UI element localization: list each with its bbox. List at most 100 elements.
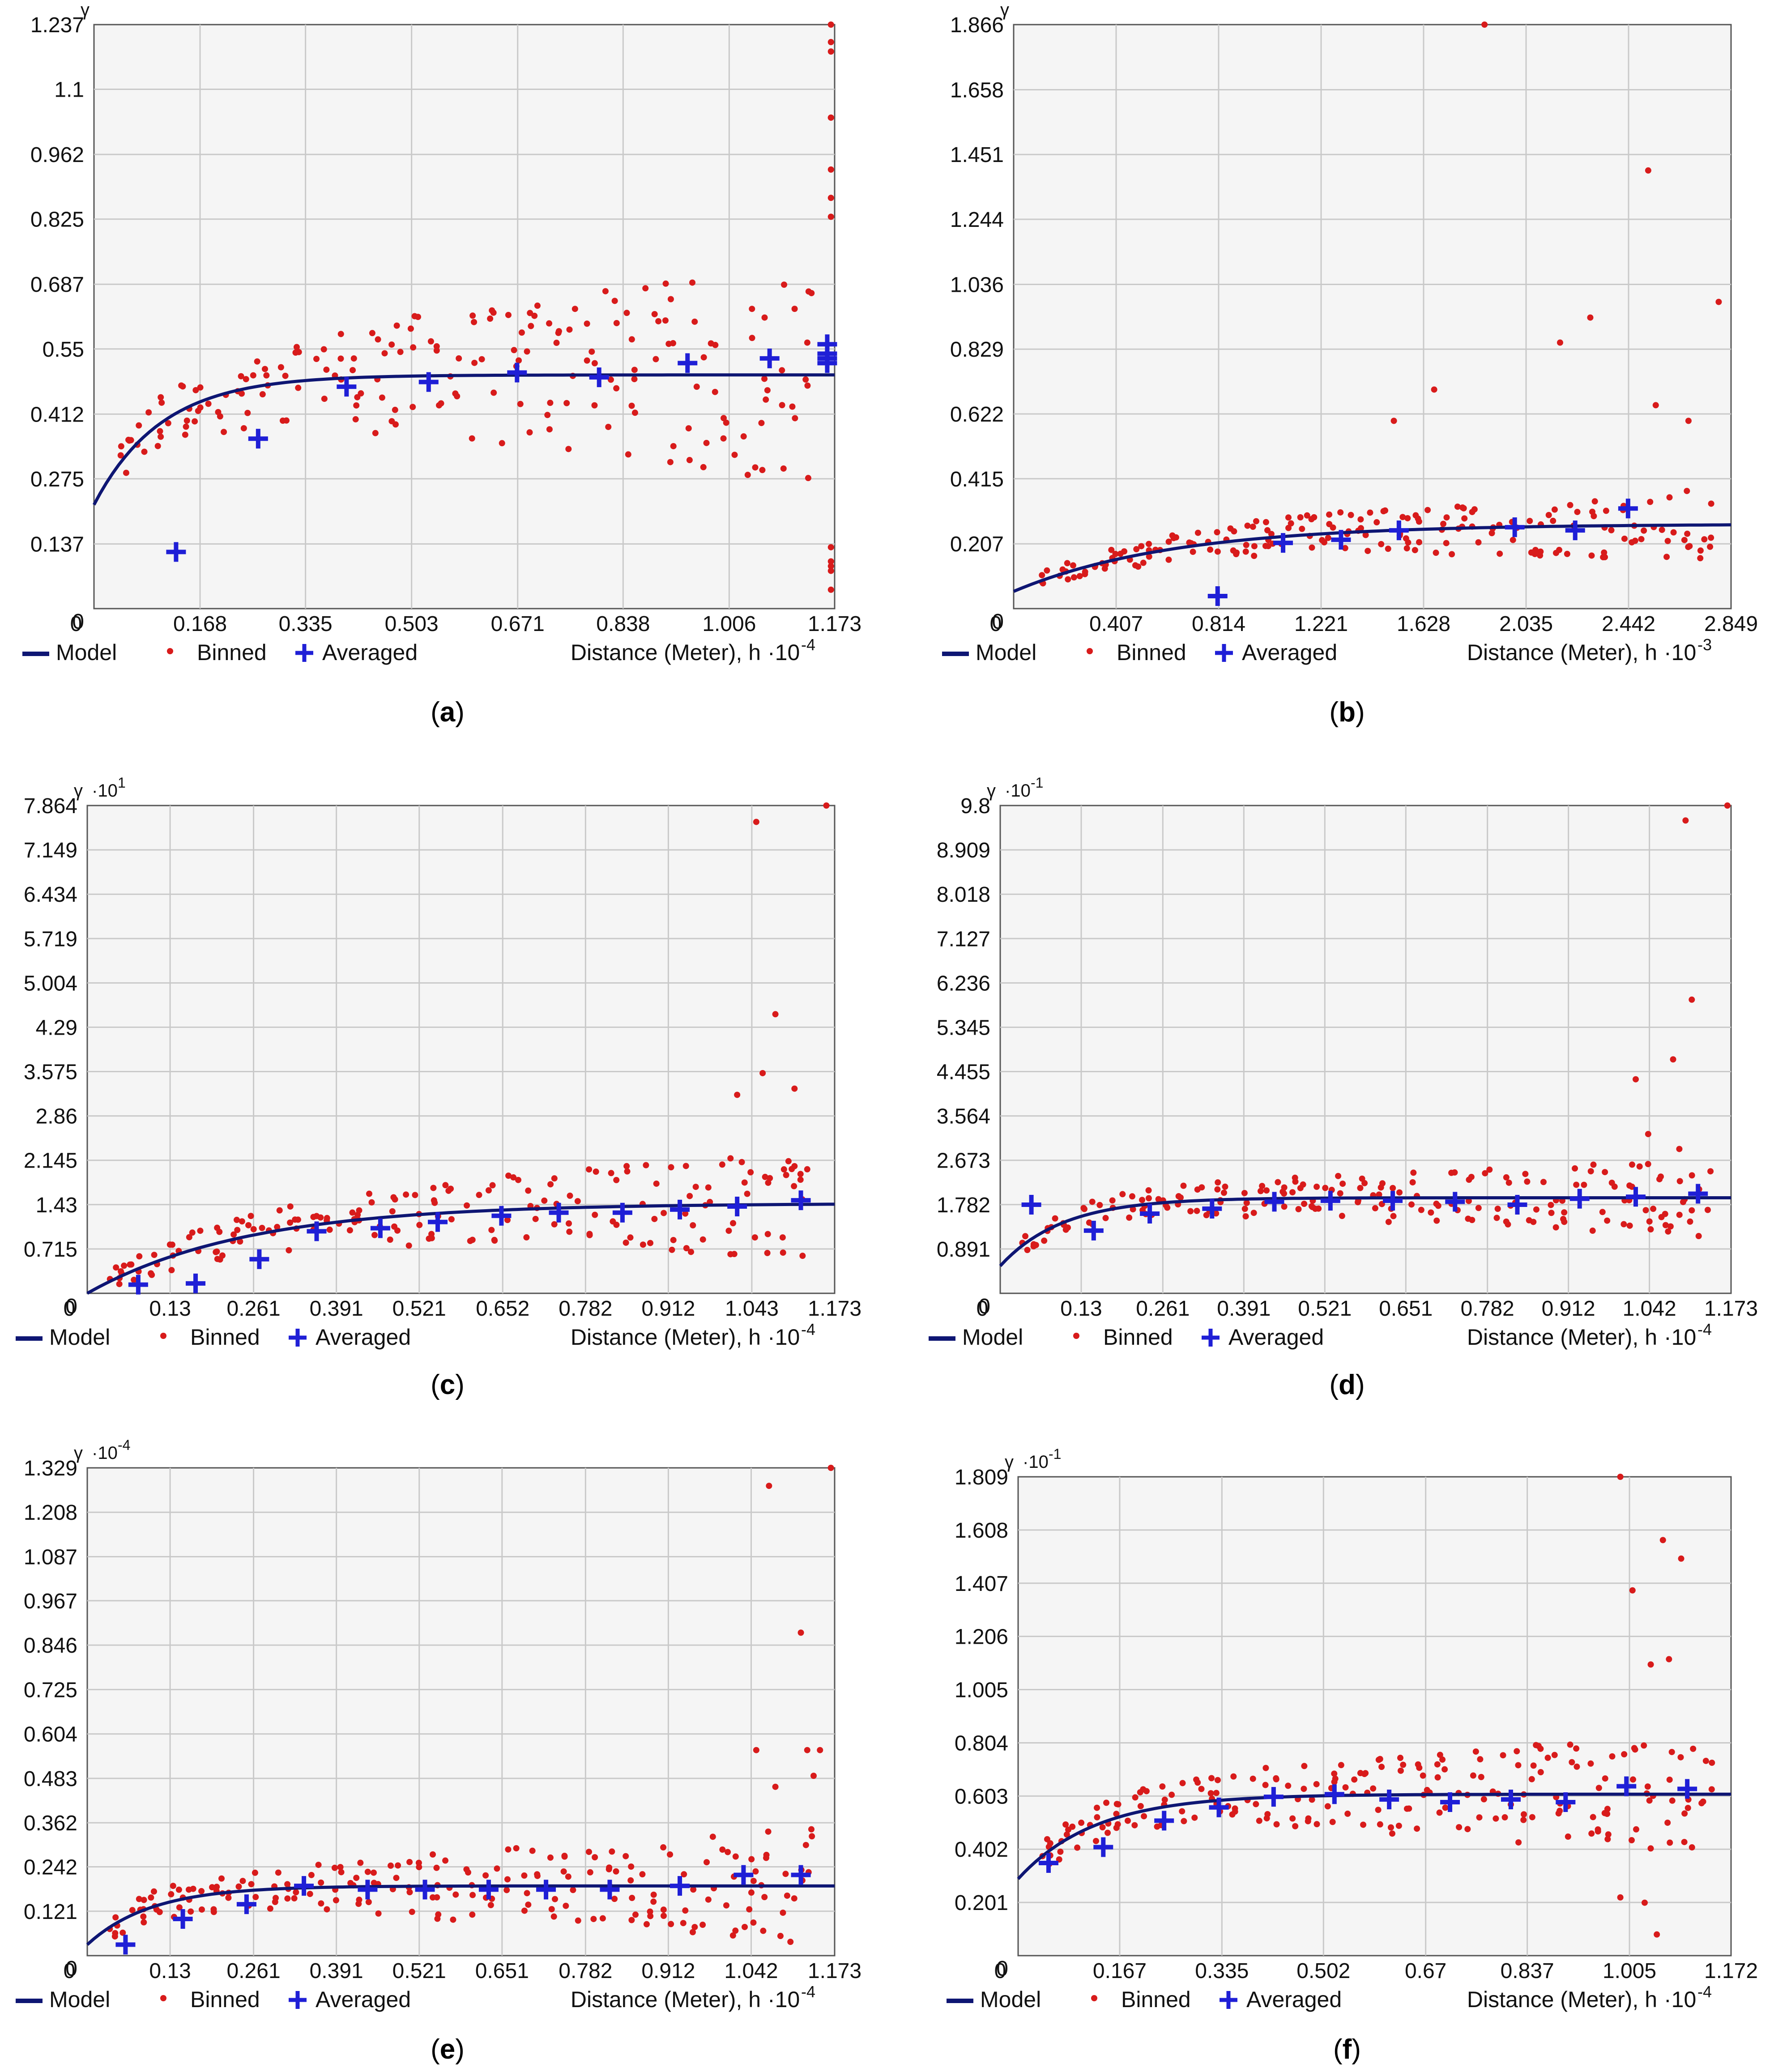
binned-point xyxy=(1251,553,1258,559)
averaged-point xyxy=(173,1909,193,1929)
binned-point xyxy=(333,1897,339,1904)
binned-point xyxy=(1324,1803,1331,1810)
x-tick-label: 0.391 xyxy=(310,1959,363,1983)
binned-point xyxy=(1194,529,1201,536)
binned-point xyxy=(1295,1206,1302,1212)
averaged-point xyxy=(600,1880,620,1900)
binned-point xyxy=(712,388,718,395)
binned-point xyxy=(129,1907,136,1914)
binned-point xyxy=(1666,494,1673,501)
binned-point xyxy=(669,1246,675,1253)
binned-point xyxy=(499,440,505,447)
binned-point xyxy=(307,1891,313,1897)
y-tick-label: 1.451 xyxy=(950,143,1004,167)
y-tick-label: 0.55 xyxy=(43,338,84,362)
binned-point xyxy=(1299,525,1305,532)
binned-point xyxy=(759,1070,766,1076)
binned-point xyxy=(1198,1184,1205,1191)
binned-point xyxy=(1510,537,1516,543)
binned-point xyxy=(1701,536,1708,543)
binned-point xyxy=(250,1226,257,1232)
y-tick-label: 3.575 xyxy=(24,1060,77,1084)
x-tick-label: 0.502 xyxy=(1296,1959,1350,1983)
averaged-point xyxy=(733,1865,754,1885)
binned-point xyxy=(1214,1777,1221,1783)
binned-point xyxy=(471,319,478,325)
binned-point xyxy=(1645,1161,1651,1168)
averaged-point xyxy=(428,1212,448,1232)
averaged-point xyxy=(817,334,837,354)
binned-point xyxy=(1319,537,1326,544)
binned-point xyxy=(1685,418,1692,424)
y-tick-label: 0.846 xyxy=(24,1634,77,1658)
binned-point xyxy=(647,1913,654,1919)
binned-point xyxy=(131,1276,137,1283)
binned-point xyxy=(1572,1165,1578,1172)
binned-point xyxy=(1638,536,1645,542)
binned-point xyxy=(1133,546,1140,553)
binned-point xyxy=(1476,1814,1483,1821)
x-tick-label: 0.335 xyxy=(1195,1959,1249,1983)
binned-point xyxy=(113,1264,119,1271)
binned-point xyxy=(732,1853,739,1860)
binned-point xyxy=(699,1922,706,1928)
binned-point xyxy=(1372,1205,1378,1211)
binned-point xyxy=(521,1872,528,1879)
binned-point xyxy=(1367,509,1373,516)
binned-point xyxy=(388,418,395,425)
binned-point xyxy=(407,325,414,332)
x-axis-scale-exponent: -4 xyxy=(801,1982,815,2001)
legend-averaged-label: Averaged xyxy=(1228,1325,1324,1350)
binned-point xyxy=(1146,541,1152,547)
binned-point xyxy=(274,1224,281,1230)
binned-point xyxy=(1515,1762,1522,1769)
y-tick-label: 1.782 xyxy=(937,1194,990,1217)
averaged-point xyxy=(1501,1790,1521,1810)
panel-caption: (c) xyxy=(431,1369,465,1400)
binned-point xyxy=(1442,1804,1449,1811)
binned-point xyxy=(827,558,834,565)
binned-point xyxy=(1132,562,1139,569)
binned-point xyxy=(192,418,198,425)
x-tick-label: 0.521 xyxy=(392,1297,446,1321)
binned-point xyxy=(1108,546,1115,553)
y-tick-label: 1.208 xyxy=(24,1501,77,1525)
binned-point xyxy=(221,429,227,435)
legend-model-label: Model xyxy=(976,640,1036,665)
y-tick-label: 8.018 xyxy=(937,883,990,907)
averaged-point xyxy=(370,1218,390,1238)
y-tick-label: 1.329 xyxy=(24,1457,77,1480)
binned-point xyxy=(1581,1181,1587,1188)
binned-point xyxy=(772,1783,779,1790)
binned-point xyxy=(643,1921,650,1927)
binned-point xyxy=(1322,1185,1329,1191)
binned-point xyxy=(489,307,495,314)
binned-point xyxy=(491,1237,498,1244)
binned-point xyxy=(1331,1770,1338,1777)
binned-point xyxy=(179,383,186,390)
binned-point xyxy=(1561,1209,1568,1216)
binned-point xyxy=(763,1855,769,1861)
x-tick-label: 1.173 xyxy=(808,1297,861,1321)
binned-point xyxy=(627,1877,634,1884)
binned-point xyxy=(1121,548,1128,555)
binned-point xyxy=(1621,1751,1628,1758)
binned-point xyxy=(185,1886,192,1893)
binned-point xyxy=(613,1177,620,1183)
binned-point xyxy=(1191,1814,1198,1821)
binned-point xyxy=(1329,1819,1336,1825)
binned-point xyxy=(1292,1174,1298,1181)
binned-point xyxy=(1154,1823,1160,1830)
binned-point xyxy=(183,423,189,430)
binned-point xyxy=(1312,1206,1319,1212)
averaged-point xyxy=(791,1190,811,1211)
binned-point xyxy=(1589,1228,1596,1234)
binned-point xyxy=(1264,1811,1271,1817)
binned-point xyxy=(1242,548,1249,555)
binned-point xyxy=(781,281,788,288)
binned-point xyxy=(1099,1824,1106,1831)
y-axis-label: γ xyxy=(987,781,996,801)
binned-point xyxy=(563,400,570,406)
y-axis-scale-exponent: -1 xyxy=(1031,775,1043,791)
binned-point xyxy=(652,356,659,362)
